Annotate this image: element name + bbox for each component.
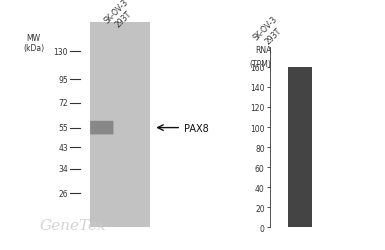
Text: SK-OV-3
293T: SK-OV-3 293T bbox=[252, 15, 287, 50]
Text: (kDa): (kDa) bbox=[23, 44, 44, 53]
Text: 34: 34 bbox=[58, 164, 68, 173]
Text: RNA: RNA bbox=[255, 46, 271, 55]
Bar bbox=[288, 68, 312, 228]
FancyBboxPatch shape bbox=[90, 121, 114, 135]
Text: 95: 95 bbox=[58, 76, 68, 84]
Text: MW: MW bbox=[27, 34, 41, 43]
Text: 43: 43 bbox=[58, 143, 68, 152]
Text: PAX8: PAX8 bbox=[184, 123, 209, 133]
Text: 26: 26 bbox=[59, 189, 68, 198]
Text: 55: 55 bbox=[58, 124, 68, 132]
Text: SK-OV-3
293T: SK-OV-3 293T bbox=[103, 0, 138, 33]
Text: (TPM): (TPM) bbox=[249, 60, 271, 68]
Text: 72: 72 bbox=[59, 99, 68, 108]
Text: 130: 130 bbox=[54, 48, 68, 57]
Text: GeneTex: GeneTex bbox=[40, 218, 107, 232]
